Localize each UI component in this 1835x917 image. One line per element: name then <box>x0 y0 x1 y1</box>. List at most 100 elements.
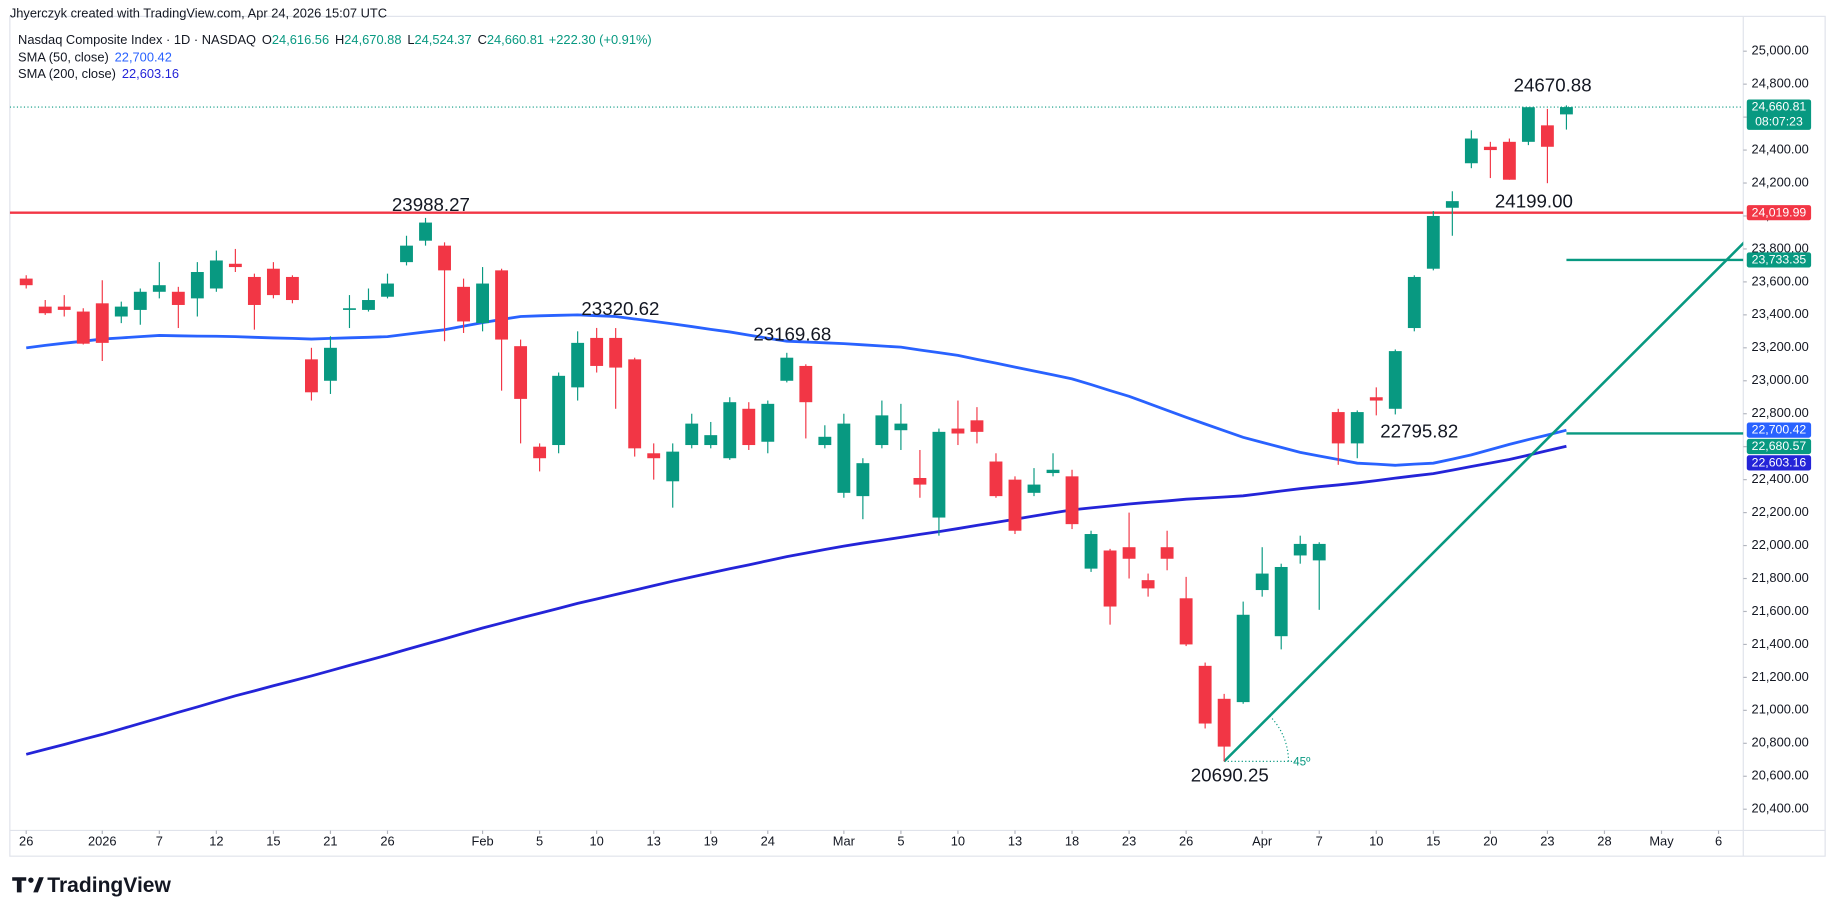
x-tick-label: 13 <box>1008 834 1022 849</box>
x-tick-label: 23 <box>1122 834 1136 849</box>
candle-body <box>723 402 737 459</box>
candle-body <box>685 423 699 446</box>
price-annotation: 23169.68 <box>753 324 831 345</box>
candle-body <box>780 357 794 381</box>
x-tick-label: 23 <box>1540 834 1554 849</box>
sma-line <box>25 444 1567 756</box>
x-tick-label: 10 <box>951 834 965 849</box>
candle-body <box>209 260 223 289</box>
candle-body <box>1236 614 1250 703</box>
y-tick-label: 23,400.00 <box>1752 306 1809 321</box>
y-tick-label: 21,000.00 <box>1752 702 1809 717</box>
candle-body <box>875 415 889 446</box>
price-annotation: 23988.27 <box>392 194 470 215</box>
candle-body <box>1103 550 1117 607</box>
price-annotation: 24670.88 <box>1514 74 1592 95</box>
price-badge-label: 22,603.16 <box>1752 455 1807 469</box>
trend-line <box>1223 241 1744 763</box>
y-tick-label: 20,400.00 <box>1752 801 1809 816</box>
candle-body <box>1027 484 1041 493</box>
candle-body <box>1217 698 1231 747</box>
logo-icon <box>12 877 27 893</box>
candle-body <box>114 306 128 317</box>
candle-body <box>514 346 528 399</box>
x-tick-label: 10 <box>1369 834 1383 849</box>
candle-body <box>1464 138 1478 164</box>
candle-body <box>628 359 642 449</box>
candle-body <box>1046 469 1060 474</box>
x-tick-label: May <box>1649 834 1674 849</box>
x-tick-label: 5 <box>536 834 543 849</box>
x-tick-label: 19 <box>704 834 718 849</box>
y-tick-label: 23,200.00 <box>1752 339 1809 354</box>
candle-body <box>152 285 166 292</box>
candle-body <box>1008 479 1022 531</box>
candle-body <box>381 283 394 297</box>
candle-body <box>95 303 109 343</box>
ohlc-key: C <box>478 32 487 47</box>
candle-body <box>856 463 870 497</box>
candle-body <box>989 461 1003 497</box>
ohlc-value: 24,660.81 <box>487 32 544 47</box>
symbol-name: Nasdaq Composite Index · 1D · NASDAQ <box>18 32 256 47</box>
x-tick-label: 10 <box>590 834 604 849</box>
y-tick-label: 22,200.00 <box>1752 504 1809 519</box>
price-annotation: 22795.82 <box>1380 421 1458 442</box>
plot-area <box>9 105 1744 763</box>
x-tick-label: Mar <box>833 834 856 849</box>
candle-body <box>533 446 547 459</box>
price-badge-label: 22,700.42 <box>1752 423 1807 437</box>
candle-body <box>324 347 337 381</box>
sma-line <box>26 313 1567 467</box>
x-tick-label: 26 <box>380 834 394 849</box>
price-badge <box>1746 99 1812 130</box>
price-badge <box>1746 455 1812 471</box>
candle-body <box>1502 141 1516 180</box>
y-tick-label: 22,800.00 <box>1752 405 1809 420</box>
candle-body <box>1407 276 1421 329</box>
candle-body <box>419 222 432 241</box>
ohlc-value: 24,616.56 <box>272 32 329 47</box>
candle-body <box>552 375 566 446</box>
ohlc-key: O <box>262 32 272 47</box>
logo-icon <box>28 877 34 883</box>
indicator-legend: SMA (200, close) 22,603.16 <box>18 66 179 81</box>
candle-body <box>704 435 718 446</box>
candle-body <box>1274 566 1288 637</box>
y-tick-label: 20,600.00 <box>1752 768 1809 783</box>
candle-body <box>1350 412 1364 444</box>
logo-icon <box>33 877 44 893</box>
candle-body <box>1312 543 1326 561</box>
x-tick-label: 5 <box>897 834 904 849</box>
x-tick-label: 7 <box>1316 834 1323 849</box>
candle-body <box>1293 543 1307 556</box>
x-tick-label: 18 <box>1065 834 1079 849</box>
candle-body <box>457 286 470 322</box>
candle-body <box>343 308 356 310</box>
candle-body <box>400 245 413 263</box>
y-tick-label: 23,000.00 <box>1752 372 1809 387</box>
candle-body <box>1179 598 1193 645</box>
y-tick-label: 22,000.00 <box>1752 537 1809 552</box>
candle-body <box>761 403 775 442</box>
indicator-value: 22,700.42 <box>115 50 172 65</box>
candle-body <box>171 291 185 305</box>
candle-body <box>1388 351 1402 409</box>
candle-body <box>1122 547 1136 559</box>
price-annotation: 24199.00 <box>1495 190 1573 211</box>
candle-body <box>228 263 242 268</box>
price-badge-label: 22,680.57 <box>1752 439 1807 453</box>
indicator-name: SMA (200, close) <box>18 66 116 81</box>
candle-body <box>970 420 984 432</box>
x-tick-label: 15 <box>266 834 280 849</box>
chart-frame <box>9 15 1826 857</box>
x-tick-label: Feb <box>471 834 493 849</box>
x-tick-label: 12 <box>209 834 223 849</box>
symbol-legend: Nasdaq Composite Index · 1D · NASDAQ O24,… <box>18 32 652 47</box>
indicator-value: 22,603.16 <box>122 66 179 81</box>
candle-body <box>932 431 946 518</box>
candle-body <box>19 278 33 286</box>
x-tick-label: 13 <box>647 834 661 849</box>
